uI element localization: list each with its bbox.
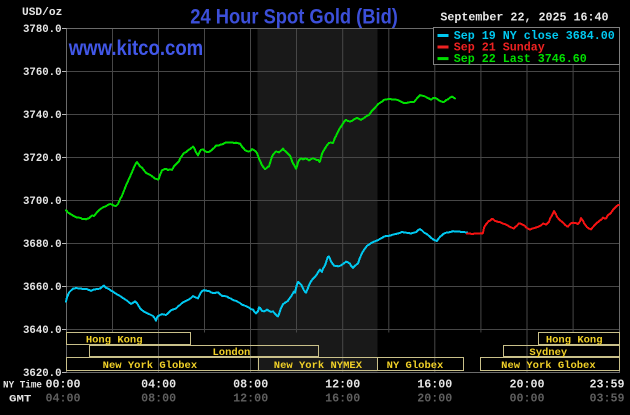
svg-text:03:59: 03:59 xyxy=(589,392,624,406)
svg-text:16:00: 16:00 xyxy=(417,378,452,392)
svg-text:NY Globex: NY Globex xyxy=(387,360,444,372)
svg-text:3780.0: 3780.0 xyxy=(23,24,61,36)
svg-text:www.kitco.com: www.kitco.com xyxy=(68,37,203,60)
svg-text:London: London xyxy=(212,347,250,359)
svg-text:04:00: 04:00 xyxy=(141,378,176,392)
svg-text:08:00: 08:00 xyxy=(233,378,268,392)
svg-text:12:00: 12:00 xyxy=(233,392,268,406)
svg-text:New York Globex: New York Globex xyxy=(103,360,198,372)
svg-text:3700.0: 3700.0 xyxy=(23,196,61,208)
svg-text:Sep 22 Last 3746.60: Sep 22 Last 3746.60 xyxy=(454,52,587,66)
svg-text:3620.0: 3620.0 xyxy=(23,368,61,380)
svg-text:12:00: 12:00 xyxy=(325,378,360,392)
svg-text:Sydney: Sydney xyxy=(529,347,568,359)
svg-text:16:00: 16:00 xyxy=(325,392,360,406)
svg-text:September 22, 2025 16:40: September 22, 2025 16:40 xyxy=(440,10,608,24)
svg-text:24 Hour Spot Gold (Bid): 24 Hour Spot Gold (Bid) xyxy=(190,5,398,28)
svg-text:3760.0: 3760.0 xyxy=(23,67,61,79)
svg-text:00:00: 00:00 xyxy=(45,378,80,392)
svg-text:Hong Kong: Hong Kong xyxy=(546,335,603,347)
svg-text:New York NYMEX: New York NYMEX xyxy=(274,360,363,372)
svg-text:04:00: 04:00 xyxy=(45,392,80,406)
svg-text:3680.0: 3680.0 xyxy=(23,239,61,251)
svg-text:GMT: GMT xyxy=(9,394,31,406)
svg-text:New York Globex: New York Globex xyxy=(501,360,596,372)
svg-text:3740.0: 3740.0 xyxy=(23,110,61,122)
svg-text:3720.0: 3720.0 xyxy=(23,153,61,165)
svg-text:08:00: 08:00 xyxy=(141,392,176,406)
svg-text:20:00: 20:00 xyxy=(509,378,544,392)
svg-text:NY Time: NY Time xyxy=(3,380,42,392)
svg-text:3640.0: 3640.0 xyxy=(23,325,61,337)
svg-text:Hong Kong: Hong Kong xyxy=(86,335,143,347)
svg-text:Sep 19 NY close 3684.00: Sep 19 NY close 3684.00 xyxy=(454,29,615,43)
svg-text:20:00: 20:00 xyxy=(417,392,452,406)
svg-text:USD/oz: USD/oz xyxy=(22,7,62,19)
svg-text:Sep 21 Sunday: Sep 21 Sunday xyxy=(454,41,545,55)
svg-text:00:00: 00:00 xyxy=(509,392,544,406)
svg-text:3660.0: 3660.0 xyxy=(23,282,61,294)
svg-text:23:59: 23:59 xyxy=(589,378,624,392)
